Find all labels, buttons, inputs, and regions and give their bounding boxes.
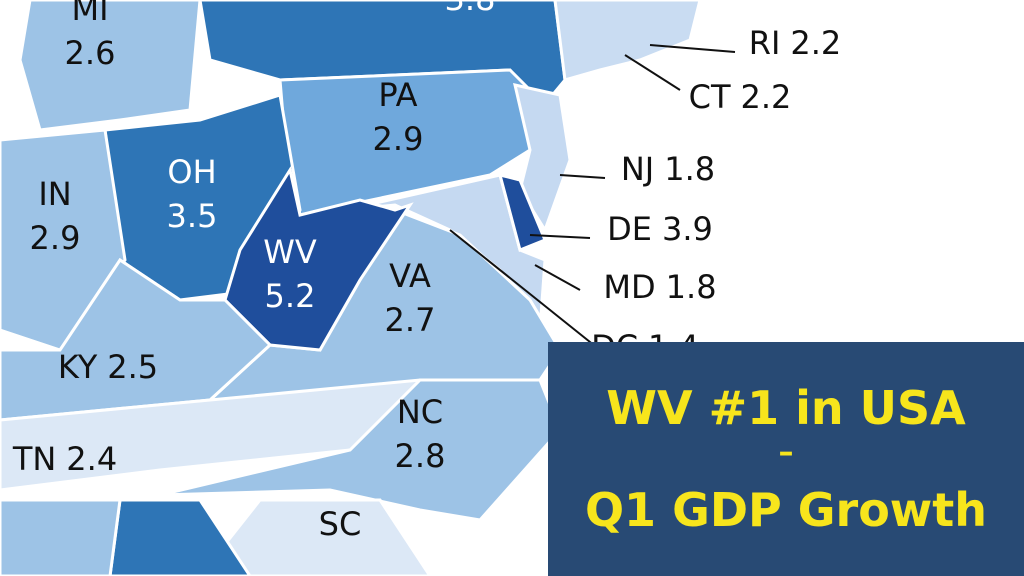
state-value: 1.8 (666, 268, 717, 306)
state-labels: MI2.63.8RI2.2CT2.2PA2.9NJ1.8OH3.5IN2.9DE… (12, 0, 841, 543)
sc-shape (198, 498, 432, 576)
state-abbr: MI (71, 0, 108, 28)
state-value: 2.9 (373, 120, 424, 158)
leader (534, 264, 581, 291)
banner (548, 342, 1024, 576)
state-value: 2.5 (107, 348, 158, 386)
wv-shape (223, 166, 414, 352)
state-value: 2.2 (741, 78, 792, 116)
leader (529, 234, 591, 239)
state-abbr: NJ (621, 150, 654, 188)
state-abbr: IN (38, 175, 71, 213)
new-england-shape (553, 0, 702, 82)
al-shape (0, 498, 122, 576)
state-value: 2.7 (385, 301, 436, 339)
state-value: 5.2 (265, 277, 316, 315)
leader (624, 54, 681, 91)
leader (559, 174, 606, 179)
state-value: 2.6 (65, 34, 116, 72)
state-abbr: MD (603, 268, 655, 306)
state-value: 2.9 (30, 219, 81, 257)
banner-line: Q1 GDP Growth (585, 483, 987, 537)
state-label: MD 1.8 (603, 268, 716, 306)
state-abbr: NC (397, 393, 443, 431)
state-value: 2.4 (66, 440, 117, 478)
nc-shape (159, 378, 562, 522)
state-value: 3.8 (445, 0, 496, 18)
leader-lines (449, 44, 736, 351)
state-label: CT 2.2 (689, 78, 792, 116)
leader (649, 44, 736, 53)
state-abbr: WV (263, 233, 317, 271)
state-label: NJ 1.8 (621, 150, 715, 188)
state-abbr: VA (389, 257, 431, 295)
state-value: 3.5 (167, 197, 218, 235)
state-abbr: CT (689, 78, 731, 116)
state-abbr: SC (319, 505, 362, 543)
state-abbr: PA (378, 76, 417, 114)
state-label: RI 2.2 (749, 24, 842, 62)
nj-shape (513, 83, 572, 234)
state-label: DE 3.9 (607, 210, 713, 248)
de-shape (497, 172, 547, 253)
mi-shape (18, 0, 202, 132)
leader (449, 229, 601, 351)
state-label: KY 2.5 (58, 348, 158, 386)
state-abbr: KY (58, 348, 98, 386)
state-value: 2.2 (790, 24, 841, 62)
state-abbr: TN (12, 440, 56, 478)
banner-line: WV #1 in USA (606, 381, 966, 435)
state-abbr: RI (749, 24, 781, 62)
state-value: 2.8 (395, 437, 446, 475)
state-label: TN 2.4 (12, 440, 117, 478)
state-abbr: DE (607, 210, 652, 248)
state-abbr: OH (167, 153, 216, 191)
banner-dash: – (779, 435, 794, 470)
state-shapes (0, 0, 702, 576)
state-value: 1.8 (664, 150, 715, 188)
state-value: 3.9 (662, 210, 713, 248)
